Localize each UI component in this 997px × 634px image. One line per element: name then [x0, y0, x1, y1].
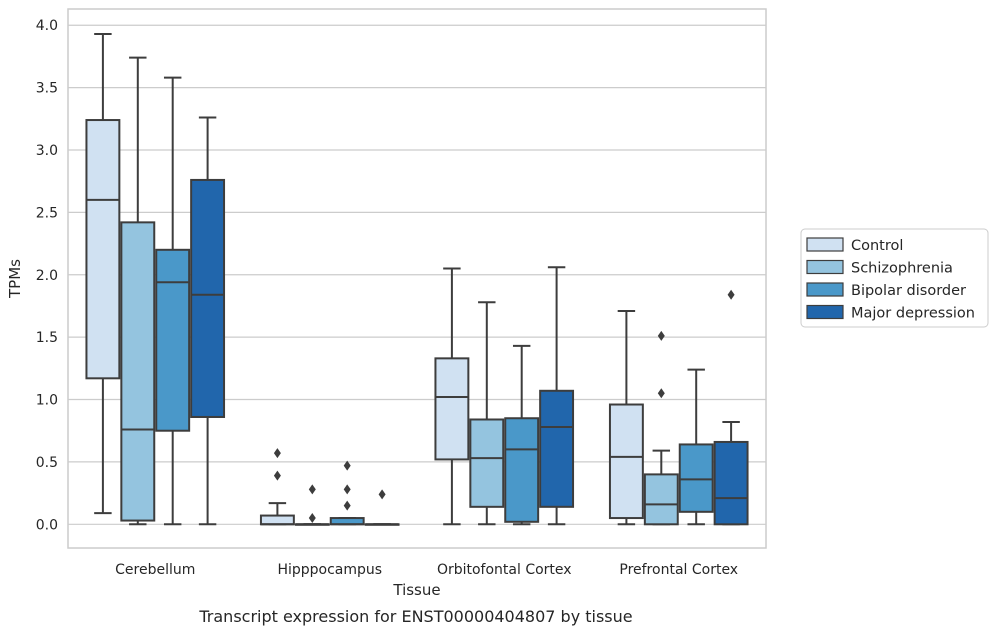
y-axis-label: TPMs [6, 259, 24, 299]
y-tick-label: 1.5 [36, 330, 58, 346]
outlier-point [657, 330, 665, 341]
y-tick-label: 0.0 [36, 517, 58, 533]
outlier-point [273, 448, 281, 459]
box-iqr [504, 417, 540, 523]
legend-swatch [806, 259, 844, 275]
y-tick-label: 0.5 [36, 455, 58, 471]
x-tick-label: Hipppocampus [277, 562, 382, 578]
box-3-3 [713, 289, 749, 526]
box-0-1 [120, 56, 156, 526]
outlier-point [308, 513, 316, 524]
y-tick-label: 1.0 [36, 393, 58, 409]
legend-label: Major depression [851, 306, 975, 322]
box-iqr [678, 443, 714, 513]
box-iqr [434, 357, 470, 461]
legend-item: Major depression [806, 304, 975, 322]
box-1-1 [294, 484, 330, 526]
x-tick-label: Cerebellum [115, 562, 195, 578]
box-3-2 [678, 368, 714, 526]
y-tick-label: 4.0 [36, 18, 58, 34]
box-iqr [469, 418, 505, 508]
box-0-2 [155, 76, 191, 526]
legend-item: Bipolar disorder [806, 282, 966, 299]
box-iqr [539, 389, 575, 508]
legend-swatch [806, 304, 844, 320]
outlier-point [343, 500, 351, 511]
outlier-point [378, 489, 386, 500]
y-tick-label: 2.5 [36, 205, 58, 221]
legend-item: Control [806, 237, 903, 254]
outlier-point [657, 388, 665, 399]
box-iqr [608, 403, 644, 520]
legend-swatch [806, 282, 844, 297]
tick-labels: 0.0 0.5 1.0 1.5 2.0 2.5 3.0 3.5 4.0 Cerebellum Hip… [36, 18, 738, 578]
legend-label: Control [851, 238, 903, 254]
box-3-1 [643, 330, 679, 526]
box-iqr [155, 248, 191, 432]
box-2-1 [469, 301, 505, 526]
y-tick-label: 3.5 [36, 81, 58, 97]
y-tick-label: 3.0 [36, 143, 58, 159]
box-2-0 [434, 267, 470, 526]
legend-item: Schizophrenia [806, 259, 953, 277]
box-1-2 [329, 460, 365, 526]
box-2-2 [504, 344, 540, 526]
box-iqr [713, 440, 749, 526]
outlier-point [273, 470, 281, 481]
box-0-0 [85, 32, 121, 515]
x-tick-label: Orbitofontal Cortex [437, 562, 572, 578]
box-1-0 [259, 448, 295, 526]
x-axis-label: Tissue [392, 581, 440, 599]
legend-frame [800, 228, 989, 328]
outlier-point [343, 460, 351, 471]
box-0-3 [190, 116, 226, 526]
box-2-3 [539, 266, 575, 526]
plot-frame [67, 8, 767, 549]
legend-label: Bipolar disorder [851, 283, 966, 299]
outlier-point [727, 289, 735, 300]
x-tick-label: Prefrontal Cortex [619, 562, 738, 578]
box-iqr [190, 178, 226, 418]
box-iqr [85, 119, 121, 380]
outlier-point [343, 484, 351, 495]
legend-swatch [806, 237, 844, 252]
legend: Control Schizophrenia Bipolar disorder Majo… [800, 228, 989, 328]
box-groups [85, 32, 749, 526]
chart-caption: Transcript expression for ENST0000040480… [198, 607, 632, 626]
box-iqr [120, 221, 156, 522]
box-iqr [259, 514, 295, 526]
y-tick-label: 2.0 [36, 268, 58, 284]
box-1-3 [364, 489, 400, 526]
box-3-0 [608, 309, 644, 526]
legend-label: Schizophrenia [851, 261, 953, 277]
box-iqr [643, 473, 679, 526]
outlier-point [308, 484, 316, 495]
